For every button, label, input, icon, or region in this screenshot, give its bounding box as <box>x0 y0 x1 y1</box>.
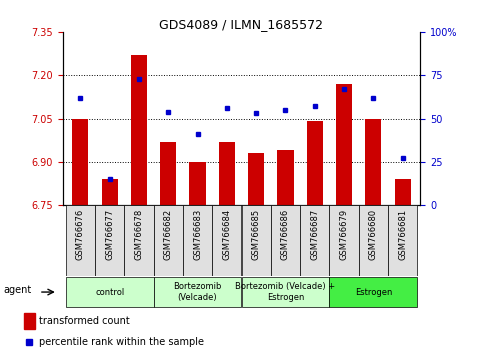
Bar <box>300 205 329 276</box>
Bar <box>359 205 388 276</box>
Text: GSM766682: GSM766682 <box>164 209 173 260</box>
Bar <box>242 205 271 276</box>
Text: control: control <box>95 287 124 297</box>
Bar <box>388 205 417 276</box>
Bar <box>66 205 95 276</box>
Bar <box>124 205 154 276</box>
Bar <box>154 277 242 307</box>
Bar <box>277 150 294 205</box>
Text: GSM766686: GSM766686 <box>281 209 290 260</box>
Bar <box>131 55 147 205</box>
Bar <box>154 205 183 276</box>
Bar <box>95 205 124 276</box>
Text: percentile rank within the sample: percentile rank within the sample <box>40 337 204 348</box>
Text: Estrogen: Estrogen <box>355 287 392 297</box>
Bar <box>329 277 417 307</box>
Text: GSM766680: GSM766680 <box>369 209 378 260</box>
Bar <box>189 162 206 205</box>
Text: GSM766676: GSM766676 <box>76 209 85 260</box>
Bar <box>307 121 323 205</box>
Bar <box>212 205 242 276</box>
Text: GSM766683: GSM766683 <box>193 209 202 260</box>
Bar <box>24 313 35 329</box>
Text: GSM766685: GSM766685 <box>252 209 261 260</box>
Text: GSM766681: GSM766681 <box>398 209 407 260</box>
Text: agent: agent <box>3 285 31 296</box>
Bar <box>329 205 359 276</box>
Text: Bortezomib
(Velcade): Bortezomib (Velcade) <box>173 282 222 302</box>
Bar <box>248 153 264 205</box>
Bar <box>160 142 176 205</box>
Text: Bortezomib (Velcade) +
Estrogen: Bortezomib (Velcade) + Estrogen <box>235 282 336 302</box>
Bar <box>66 277 154 307</box>
Bar <box>72 119 88 205</box>
Bar <box>183 205 212 276</box>
Bar <box>101 179 118 205</box>
Text: GSM766678: GSM766678 <box>134 209 143 260</box>
Text: GSM766687: GSM766687 <box>310 209 319 260</box>
Bar <box>242 277 329 307</box>
Bar <box>395 179 411 205</box>
Bar <box>271 205 300 276</box>
Bar <box>336 84 352 205</box>
Text: GSM766679: GSM766679 <box>340 209 349 260</box>
Text: transformed count: transformed count <box>40 316 130 326</box>
Title: GDS4089 / ILMN_1685572: GDS4089 / ILMN_1685572 <box>159 18 324 31</box>
Bar <box>219 142 235 205</box>
Text: GSM766684: GSM766684 <box>222 209 231 260</box>
Bar <box>365 119 382 205</box>
Text: GSM766677: GSM766677 <box>105 209 114 260</box>
